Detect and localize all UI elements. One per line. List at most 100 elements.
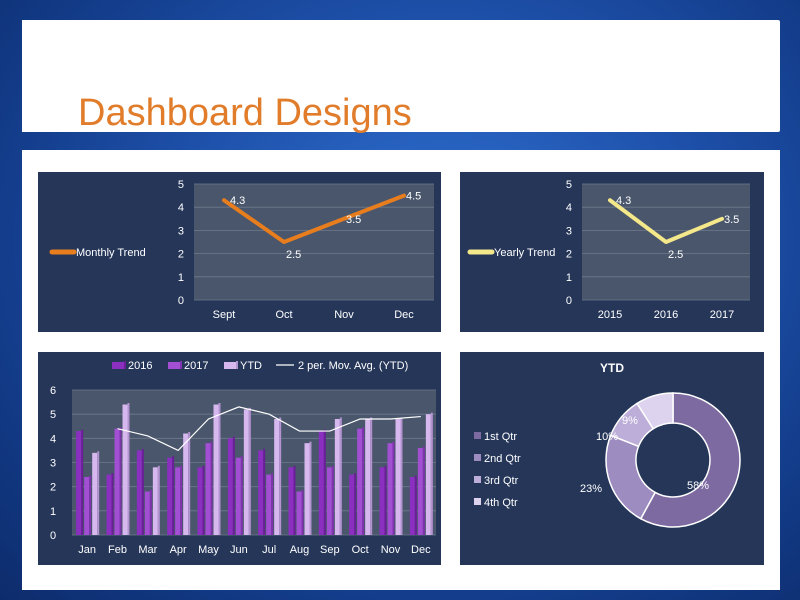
x-tick-label: 2017 — [710, 309, 734, 321]
bar — [205, 443, 211, 535]
bar — [136, 450, 142, 535]
title-card: Dashboard Designs — [22, 20, 780, 132]
legend-label: 3rd Qtr — [484, 475, 519, 487]
bar-side — [141, 448, 144, 535]
data-label: 2.5 — [668, 249, 683, 261]
bar-side — [422, 446, 425, 535]
x-tick-label: May — [198, 544, 219, 556]
legend-label: 2017 — [184, 360, 208, 372]
bar — [92, 452, 98, 535]
bar — [304, 443, 310, 535]
pie-slice — [636, 392, 674, 430]
bar-side — [301, 490, 304, 535]
y-tick-label: 2 — [50, 482, 56, 494]
y-tick-label: 5 — [178, 179, 184, 191]
y-tick-label: 1 — [566, 272, 572, 284]
chart-title: YTD — [600, 361, 624, 375]
x-tick-label: Oct — [352, 544, 369, 556]
legend-label: 2016 — [128, 360, 152, 372]
x-tick-label: Nov — [381, 544, 401, 556]
bar — [326, 467, 332, 535]
legend-swatch-side — [180, 361, 182, 369]
bar-side — [172, 456, 175, 535]
legend-label: Yearly Trend — [494, 247, 555, 259]
y-tick-label: 4 — [178, 202, 184, 214]
content-card: 0 1 2 3 4 5 Sept Oct Nov Dec 4.3 2.5 3.5 4.5 Monthly T… — [22, 150, 780, 590]
x-tick-label: Sept — [213, 309, 236, 321]
bar — [349, 474, 355, 535]
legend-swatch — [474, 476, 481, 483]
legend-label: YTD — [240, 360, 262, 372]
bar-side — [97, 451, 100, 535]
bar-side — [202, 465, 205, 535]
legend-label: 2nd Qtr — [484, 453, 521, 465]
bar-side — [293, 465, 296, 535]
pie-slice — [605, 434, 657, 520]
legend-swatch — [224, 362, 236, 369]
bar — [122, 404, 128, 535]
bar-side — [232, 436, 235, 535]
y-tick-label: 4 — [566, 202, 572, 214]
legend-label: 1st Qtr — [484, 431, 517, 443]
bar — [274, 419, 280, 535]
page-title: Dashboard Designs — [78, 92, 412, 134]
y-tick-label: 1 — [178, 272, 184, 284]
bar-side — [414, 475, 417, 535]
bar-side — [157, 465, 160, 535]
bar — [387, 443, 393, 535]
pie-slice — [639, 392, 741, 528]
bar-side — [271, 473, 274, 535]
data-label: 4.5 — [406, 191, 421, 203]
bar-side — [188, 432, 191, 535]
bar — [235, 457, 241, 535]
x-tick-label: 2015 — [598, 309, 622, 321]
legend-swatch — [168, 362, 180, 369]
y-tick-label: 4 — [50, 433, 56, 445]
ytd-pie-panel: YTD 58% 23% 10% 9% 1st Qtr 2nd Qtr 3rd Qtr 4th Q… — [460, 352, 764, 565]
x-tick-label: Nov — [334, 309, 354, 321]
x-tick-label: Dec — [394, 309, 414, 321]
x-tick-label: Aug — [290, 544, 310, 556]
bar — [183, 433, 189, 535]
bar-side — [119, 427, 122, 535]
bar-side — [81, 429, 84, 535]
y-tick-label: 0 — [50, 530, 56, 542]
bar-side — [149, 490, 152, 535]
y-tick-label: 1 — [50, 506, 56, 518]
bar — [106, 474, 112, 535]
legend-label: Monthly Trend — [76, 247, 146, 259]
bar — [227, 438, 233, 535]
bar — [152, 467, 158, 535]
bar-side — [370, 417, 373, 535]
bar — [167, 457, 173, 535]
bar-side — [127, 403, 130, 535]
x-tick-label: Feb — [108, 544, 127, 556]
data-label: 4.3 — [616, 195, 631, 207]
legend-swatch-side — [236, 361, 238, 369]
moving-average-line — [117, 406, 421, 452]
y-tick-label: 3 — [566, 225, 572, 237]
y-tick-label: 2 — [178, 249, 184, 261]
legend-swatch-side — [124, 361, 126, 369]
bar — [84, 477, 90, 535]
data-label: 58% — [687, 480, 709, 492]
bar — [76, 431, 82, 535]
y-tick-label: 5 — [50, 409, 56, 421]
bar — [144, 491, 150, 535]
x-tick-label: Dec — [411, 544, 431, 556]
bar — [258, 450, 264, 535]
title-accent — [22, 20, 32, 132]
bar — [266, 474, 272, 535]
series-line — [222, 193, 406, 244]
x-tick-label: Jul — [262, 544, 276, 556]
bar-side — [263, 448, 266, 535]
legend-swatch — [474, 454, 481, 461]
y-tick-label: 3 — [50, 458, 56, 470]
legend-label: 2 per. Mov. Avg. (YTD) — [298, 360, 408, 372]
x-tick-label: Sep — [320, 544, 340, 556]
monthly-bar-panel: 0 1 2 3 4 5 6 Jan Feb Mar Apr May Jun Jul Aug Sep Oct Nov… — [38, 352, 441, 565]
data-label: 2.5 — [286, 249, 301, 261]
bar-side — [331, 465, 334, 535]
monthly-trend-chart: 0 1 2 3 4 5 Sept Oct Nov Dec 4.3 2.5 3.5 4.5 Monthly T… — [49, 179, 434, 321]
bar-side — [309, 441, 312, 535]
